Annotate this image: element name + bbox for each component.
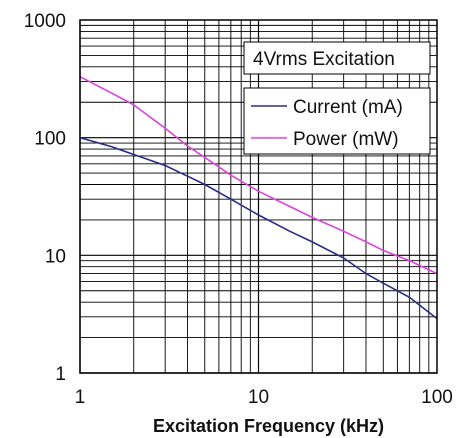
annotation-text: 4Vrms Excitation <box>253 49 395 70</box>
y-tick-label: 1 <box>55 364 66 385</box>
legend-frame <box>243 87 431 155</box>
plot-frame <box>79 19 438 374</box>
series-line-current <box>79 136 438 320</box>
tick-labels: 1 10 100 1 10 100 1000 <box>24 11 453 408</box>
annotation-box: 4Vrms Excitation <box>243 41 431 75</box>
x-tick-label: 10 <box>248 387 269 408</box>
x-axis-label: Excitation Frequency (kHz) <box>153 416 384 436</box>
y-tick-label: 10 <box>45 246 66 267</box>
legend: Current (mA) Power (mW) <box>243 87 431 155</box>
annotation-frame <box>243 41 431 75</box>
x-tick-label: 100 <box>421 387 453 408</box>
series-group <box>79 75 438 320</box>
x-tick-label: 1 <box>75 387 86 408</box>
legend-label-power: Power (mW) <box>293 129 399 150</box>
y-tick-label: 100 <box>34 129 66 150</box>
legend-label-current: Current (mA) <box>293 97 403 118</box>
series-line-power <box>79 75 438 275</box>
y-tick-label: 1000 <box>24 11 66 32</box>
